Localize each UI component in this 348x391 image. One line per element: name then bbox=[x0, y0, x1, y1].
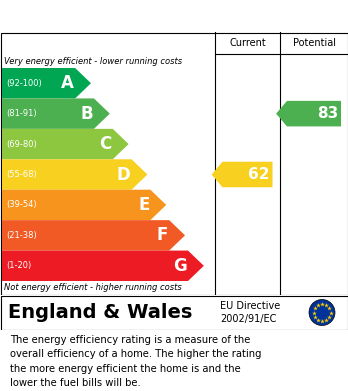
Polygon shape bbox=[2, 220, 185, 251]
Text: Current: Current bbox=[229, 38, 266, 48]
Text: EU Directive
2002/91/EC: EU Directive 2002/91/EC bbox=[220, 301, 280, 324]
Text: (39-54): (39-54) bbox=[6, 201, 37, 210]
Circle shape bbox=[309, 300, 335, 325]
Text: (92-100): (92-100) bbox=[6, 79, 42, 88]
Text: (1-20): (1-20) bbox=[6, 261, 31, 270]
Text: Energy Efficiency Rating: Energy Efficiency Rating bbox=[10, 7, 258, 25]
Text: E: E bbox=[138, 196, 149, 214]
Text: B: B bbox=[80, 105, 93, 123]
Text: A: A bbox=[61, 74, 74, 92]
Text: 83: 83 bbox=[317, 106, 338, 121]
Text: The energy efficiency rating is a measure of the
overall efficiency of a home. T: The energy efficiency rating is a measur… bbox=[10, 335, 262, 388]
Polygon shape bbox=[276, 101, 341, 126]
Polygon shape bbox=[2, 251, 204, 281]
Text: D: D bbox=[117, 165, 130, 183]
Polygon shape bbox=[2, 159, 148, 190]
Text: England & Wales: England & Wales bbox=[8, 303, 192, 322]
Polygon shape bbox=[212, 162, 272, 187]
Text: (21-38): (21-38) bbox=[6, 231, 37, 240]
Text: (55-68): (55-68) bbox=[6, 170, 37, 179]
Text: Not energy efficient - higher running costs: Not energy efficient - higher running co… bbox=[4, 283, 182, 292]
Text: (69-80): (69-80) bbox=[6, 140, 37, 149]
Text: G: G bbox=[173, 257, 187, 275]
Text: Potential: Potential bbox=[293, 38, 335, 48]
Polygon shape bbox=[2, 99, 110, 129]
Text: 62: 62 bbox=[248, 167, 269, 182]
Text: (81-91): (81-91) bbox=[6, 109, 37, 118]
Polygon shape bbox=[2, 68, 91, 99]
Polygon shape bbox=[2, 190, 166, 220]
Text: Very energy efficient - lower running costs: Very energy efficient - lower running co… bbox=[4, 57, 182, 66]
Text: F: F bbox=[157, 226, 168, 244]
Polygon shape bbox=[2, 129, 129, 159]
Text: C: C bbox=[100, 135, 112, 153]
